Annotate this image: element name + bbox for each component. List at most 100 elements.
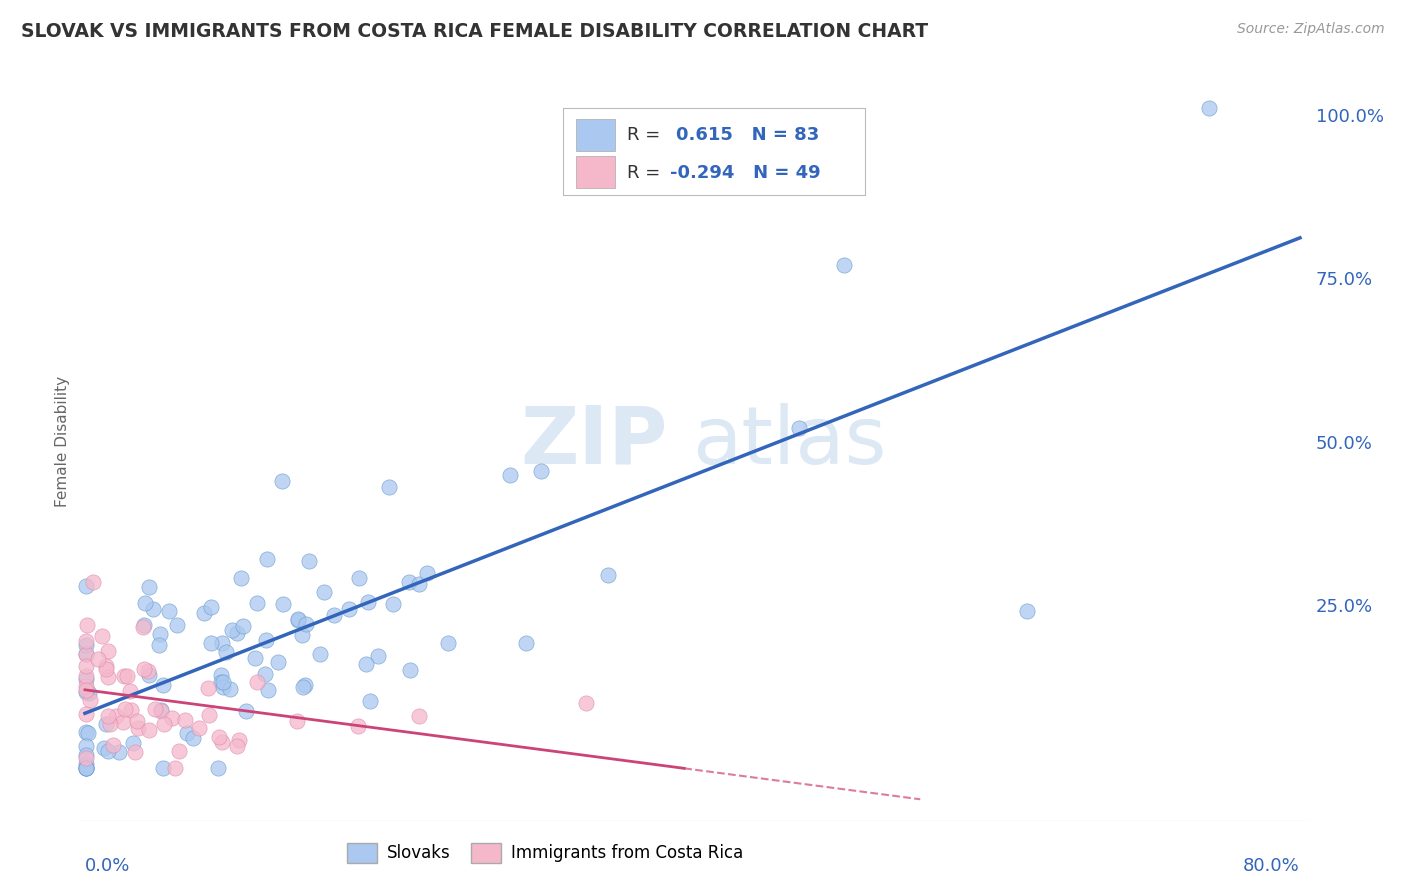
Y-axis label: Female Disability: Female Disability <box>55 376 70 508</box>
Point <box>148 638 170 652</box>
Point <box>176 726 198 740</box>
Point <box>127 721 149 735</box>
Point <box>105 708 128 723</box>
Point <box>308 647 330 661</box>
Point <box>209 674 232 689</box>
Point <box>76 726 98 740</box>
Point <box>96 717 118 731</box>
Point <box>271 474 294 488</box>
Point <box>271 598 294 612</box>
Point <box>253 666 276 681</box>
Point <box>79 693 101 707</box>
Point <box>212 680 235 694</box>
Point <box>94 662 117 676</box>
Point <box>408 709 430 723</box>
Point <box>297 553 319 567</box>
Point <box>75 761 97 775</box>
Point <box>211 636 233 650</box>
Point <box>153 716 176 731</box>
Point <box>112 715 135 730</box>
Point <box>98 717 121 731</box>
Point <box>575 696 598 710</box>
Point <box>75 725 97 739</box>
Point <box>142 601 165 615</box>
Point <box>136 664 159 678</box>
Point <box>120 684 142 698</box>
Point <box>187 721 209 735</box>
Point <box>75 672 97 686</box>
Text: Source: ZipAtlas.com: Source: ZipAtlas.com <box>1237 22 1385 37</box>
Point <box>834 258 856 272</box>
Legend: Slovaks, Immigrants from Costa Rica: Slovaks, Immigrants from Costa Rica <box>340 837 749 869</box>
Point <box>228 732 250 747</box>
Point <box>287 613 309 627</box>
Point <box>127 714 149 729</box>
Point <box>120 703 142 717</box>
Point <box>208 730 231 744</box>
Point <box>408 576 430 591</box>
Point <box>198 707 221 722</box>
Point <box>149 627 172 641</box>
Point <box>132 620 155 634</box>
Point <box>75 669 97 683</box>
Point <box>197 681 219 695</box>
Point <box>152 761 174 775</box>
Point <box>200 636 222 650</box>
Point <box>529 464 551 478</box>
Point <box>75 761 97 775</box>
Point <box>97 744 120 758</box>
Point <box>103 739 125 753</box>
Point <box>160 711 183 725</box>
Point <box>75 739 97 753</box>
Point <box>1198 101 1220 115</box>
Point <box>235 704 257 718</box>
Point <box>93 741 115 756</box>
Text: ZIP: ZIP <box>520 402 668 481</box>
Point <box>75 579 97 593</box>
Point <box>246 596 269 610</box>
Point <box>256 552 278 566</box>
Point <box>211 734 233 748</box>
Point <box>96 709 118 723</box>
Point <box>416 566 439 581</box>
Point <box>596 567 619 582</box>
Text: -0.294   N = 49: -0.294 N = 49 <box>671 164 821 182</box>
Point <box>75 647 97 661</box>
Point <box>215 645 238 659</box>
Text: 0.615   N = 83: 0.615 N = 83 <box>676 127 820 145</box>
Point <box>138 723 160 737</box>
Point <box>226 739 249 753</box>
Point <box>132 662 155 676</box>
Point <box>257 683 280 698</box>
Point <box>149 704 172 718</box>
Point <box>134 596 156 610</box>
Point <box>437 636 460 650</box>
Point <box>367 649 389 664</box>
Point <box>75 761 97 775</box>
Point <box>354 657 377 672</box>
Point <box>75 658 97 673</box>
Point <box>323 607 346 622</box>
Point <box>75 685 97 699</box>
Point <box>314 585 336 599</box>
Point <box>143 702 166 716</box>
Point <box>295 617 318 632</box>
FancyBboxPatch shape <box>575 156 614 187</box>
Point <box>75 633 97 648</box>
Point <box>75 679 97 693</box>
Text: SLOVAK VS IMMIGRANTS FROM COSTA RICA FEMALE DISABILITY CORRELATION CHART: SLOVAK VS IMMIGRANTS FROM COSTA RICA FEM… <box>21 22 928 41</box>
Point <box>121 736 143 750</box>
FancyBboxPatch shape <box>575 120 614 151</box>
Point <box>82 575 104 590</box>
Point <box>347 572 370 586</box>
Point <box>138 667 160 681</box>
Point <box>138 580 160 594</box>
Point <box>75 638 97 652</box>
Point <box>787 421 810 435</box>
Point <box>75 706 97 721</box>
Point <box>232 619 254 633</box>
Point <box>515 636 537 650</box>
Point <box>219 681 242 696</box>
Point <box>181 731 204 745</box>
Point <box>90 629 112 643</box>
